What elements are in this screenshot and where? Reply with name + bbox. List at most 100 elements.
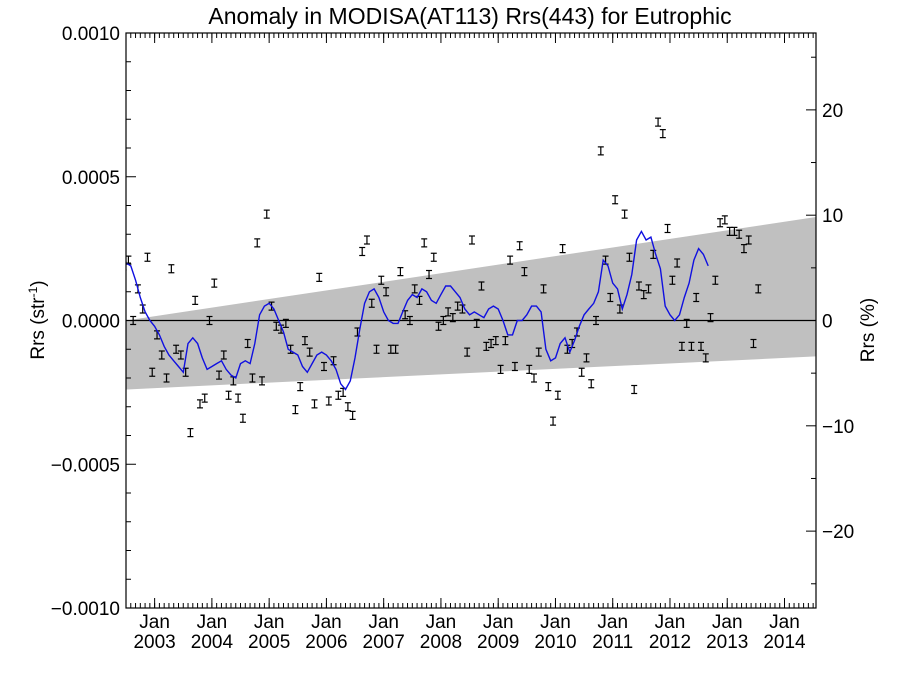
data-point <box>464 347 471 357</box>
uncertainty-band <box>126 217 816 390</box>
data-point <box>149 367 156 377</box>
data-point <box>540 284 547 294</box>
data-point <box>497 364 504 374</box>
data-point <box>383 287 390 297</box>
data-point <box>449 313 456 323</box>
x-tick-label-year: 2003 <box>133 632 175 653</box>
x-tick-label-month: Jan <box>597 612 628 633</box>
y-tick-label-right: −10 <box>822 417 854 438</box>
axes: 0.00100.00050.0000−0.0005−0.001020100−10… <box>51 24 854 653</box>
data-point <box>282 318 289 328</box>
data-point <box>220 350 227 360</box>
data-point <box>325 396 332 406</box>
x-tick-label-month: Jan <box>139 612 170 633</box>
data-point <box>378 275 385 285</box>
x-tick-label-month: Jan <box>426 612 457 633</box>
data-point <box>454 301 461 311</box>
data-point <box>554 390 561 400</box>
data-point <box>740 244 747 254</box>
data-point <box>163 373 170 383</box>
data-point <box>239 413 246 423</box>
x-tick-label-month: Jan <box>540 612 571 633</box>
data-point <box>607 292 614 303</box>
data-point <box>187 428 194 438</box>
data-point <box>669 275 676 285</box>
data-point <box>535 347 542 357</box>
data-point <box>492 336 499 346</box>
data-point <box>368 298 375 308</box>
x-tick-label-month: Jan <box>483 612 514 633</box>
data-point <box>411 284 418 294</box>
data-point <box>702 353 709 363</box>
data-point <box>645 284 652 294</box>
data-point <box>693 292 700 303</box>
data-point <box>588 379 595 389</box>
data-point <box>626 252 633 262</box>
data-point <box>321 361 328 372</box>
y-axis-label-left: Rrs (str-1) <box>26 280 49 359</box>
x-tick-label-year: 2014 <box>763 632 806 653</box>
data-point <box>559 244 566 254</box>
data-point <box>397 267 404 277</box>
data-point <box>502 336 509 346</box>
data-point <box>426 269 433 280</box>
data-point <box>201 393 208 403</box>
x-tick-label-month: Jan <box>311 612 342 633</box>
x-tick-label-year: 2008 <box>420 632 462 653</box>
x-tick-label-year: 2011 <box>592 632 633 653</box>
data-point <box>612 195 619 205</box>
data-point <box>655 117 662 127</box>
x-tick-label-month: Jan <box>254 612 285 633</box>
data-point <box>440 315 447 326</box>
y-tick-label-right: 20 <box>822 101 843 122</box>
data-point <box>659 129 666 139</box>
data-point <box>683 318 690 328</box>
y-tick-label-left: 0.0005 <box>62 168 120 189</box>
x-tick-label-year: 2006 <box>305 632 347 653</box>
data-point <box>483 341 490 351</box>
data-point <box>530 373 537 383</box>
y-axis-label-left-superscript: -1 <box>26 286 40 297</box>
data-point <box>196 399 203 409</box>
y-tick-label-right: −20 <box>822 522 854 543</box>
y-tick-label-right: 10 <box>822 206 843 227</box>
data-point <box>430 252 437 262</box>
y-tick-label-left: 0.0010 <box>62 24 120 45</box>
x-tick-label-year: 2013 <box>706 632 748 653</box>
data-point <box>717 218 724 228</box>
data-point <box>273 321 280 331</box>
y-tick-label-left: −0.0010 <box>51 599 120 620</box>
data-point <box>363 235 370 245</box>
plot-content <box>126 117 816 438</box>
data-point <box>258 376 265 386</box>
data-point <box>511 361 518 372</box>
data-point <box>755 284 762 294</box>
data-point <box>359 246 366 257</box>
data-point <box>488 338 495 349</box>
plot-area <box>126 117 816 438</box>
data-point <box>583 353 590 363</box>
x-tick-label-year: 2004 <box>191 632 234 653</box>
data-point <box>292 405 299 415</box>
x-tick-label-year: 2010 <box>534 632 576 653</box>
data-point <box>177 350 184 360</box>
data-point <box>335 390 342 400</box>
data-point <box>678 341 685 351</box>
data-point <box>640 290 647 300</box>
y-tick-label-left: 0.0000 <box>62 312 120 333</box>
data-point <box>750 338 757 349</box>
data-point <box>158 350 165 360</box>
data-point <box>698 341 705 351</box>
x-tick-label-month: Jan <box>712 612 743 633</box>
x-tick-label-year: 2005 <box>248 632 290 653</box>
data-point <box>301 336 308 346</box>
data-point <box>664 223 671 234</box>
data-point <box>521 267 528 277</box>
y-axis-label-left-close: ) <box>28 280 49 286</box>
data-point <box>516 241 523 251</box>
data-point <box>173 344 180 354</box>
x-tick-label-month: Jan <box>197 612 228 633</box>
y-tick-label-left: −0.0005 <box>51 455 120 476</box>
data-point <box>144 252 151 262</box>
